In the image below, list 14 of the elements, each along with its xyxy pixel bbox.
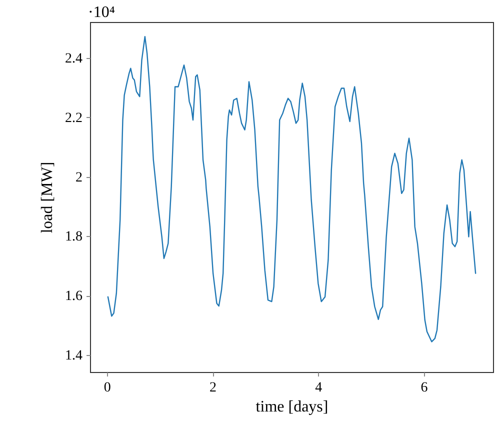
x-tick-label: 6 [420,380,428,396]
y-tick-label: 1.4 [65,348,82,364]
text: ·10⁴ [88,4,116,21]
y-axis-title: load [MW] [39,162,56,234]
x-tick-label: 2 [210,380,217,396]
x-tick-label: 4 [315,380,322,396]
y-tick-label: 1.6 [65,289,82,304]
x-tick-label: 0 [104,380,111,396]
y-tick-label: 2 [76,170,82,186]
x-axis-title: time [days] [256,398,328,416]
y-tick-label: 1.8 [65,230,82,245]
line-series [107,36,476,342]
y-tick-label: 2.2 [65,110,82,126]
y-tick-label: 2.4 [65,51,82,66]
